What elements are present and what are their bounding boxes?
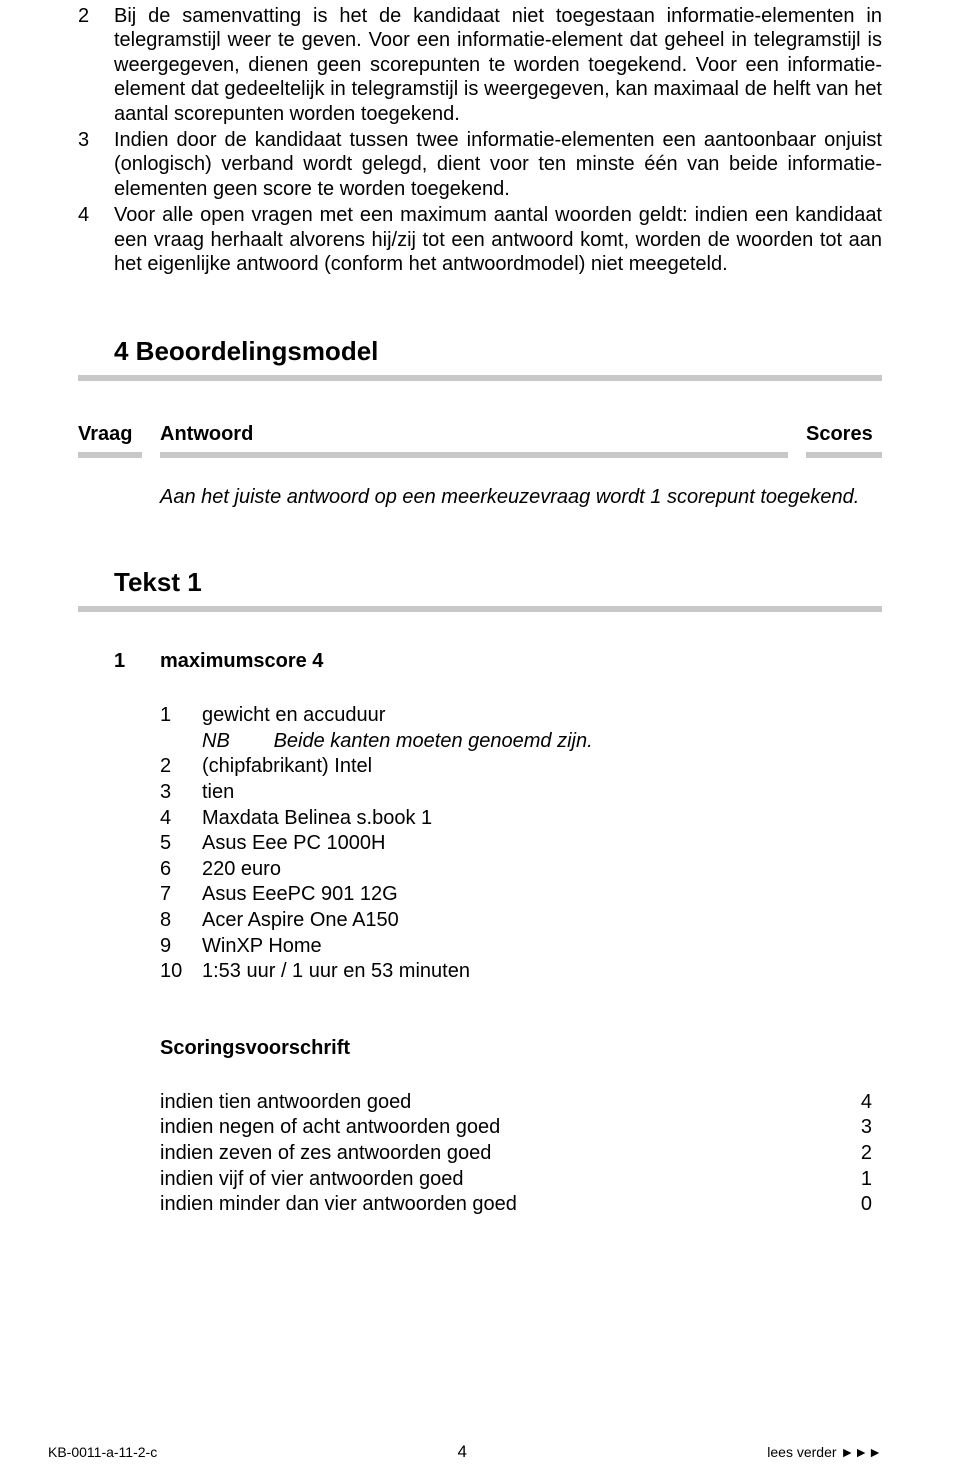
answer-row: 1 gewicht en accuduur <box>160 703 882 729</box>
scoring-score: 4 <box>861 1090 872 1116</box>
footer-code: KB-0011-a-11-2-c <box>48 1444 157 1460</box>
answer-num: 6 <box>160 857 202 883</box>
scoring-list: indien tien antwoorden goed 4 indien neg… <box>160 1090 882 1218</box>
answer-num: 9 <box>160 934 202 960</box>
rule-number: 3 <box>78 128 114 201</box>
answer-text: Asus EeePC 901 12G <box>202 882 398 908</box>
rule-item: 3 Indien door de kandidaat tussen twee i… <box>78 128 882 201</box>
answer-num: 3 <box>160 780 202 806</box>
answer-text: (chipfabrikant) Intel <box>202 754 372 780</box>
answer-text: 220 euro <box>202 857 281 883</box>
vraag-antwoord-scores-header: Vraag Antwoord Scores <box>78 423 882 458</box>
scoring-row: indien zeven of zes antwoorden goed 2 <box>160 1141 882 1167</box>
answer-row: 5 Asus Eee PC 1000H <box>160 831 882 857</box>
scoring-text: indien zeven of zes antwoorden goed <box>160 1141 491 1167</box>
answer-row: 3 tien <box>160 780 882 806</box>
section-4-heading: 4 Beoordelingsmodel <box>78 336 882 367</box>
question-number: 1 <box>114 650 160 673</box>
answer-num: 8 <box>160 908 202 934</box>
answer-row: 9 WinXP Home <box>160 934 882 960</box>
mc-note: Aan het juiste antwoord op een meerkeuze… <box>160 486 882 509</box>
answer-text: gewicht en accuduur <box>202 703 385 729</box>
rules-list: 2 Bij de samenvatting is het de kandidaa… <box>78 0 882 276</box>
answer-text: Acer Aspire One A150 <box>202 908 399 934</box>
footer-next: lees verder ►►► <box>767 1444 882 1460</box>
question-header: 1 maximumscore 4 <box>114 650 882 673</box>
scoring-heading: Scoringsvoorschrift <box>160 1037 882 1060</box>
answer-num: 1 <box>160 703 202 729</box>
tekst1-heading: Tekst 1 <box>114 567 882 598</box>
rule-number: 4 <box>78 203 114 276</box>
answer-num: 10 <box>160 959 202 985</box>
page-footer: KB-0011-a-11-2-c 4 lees verder ►►► <box>48 1442 882 1462</box>
rule-text: Indien door de kandidaat tussen twee inf… <box>114 128 882 201</box>
rule-item: 4 Voor alle open vragen met een maximum … <box>78 203 882 276</box>
answer-text: tien <box>202 780 234 806</box>
answer-text: Maxdata Belinea s.book 1 <box>202 806 432 832</box>
nb-text: Beide kanten moeten genoemd zijn. <box>274 730 593 752</box>
scoring-row: indien tien antwoorden goed 4 <box>160 1090 882 1116</box>
col-scores: Scores <box>806 423 882 458</box>
answer-row: 4 Maxdata Belinea s.book 1 <box>160 806 882 832</box>
scoring-row: indien vijf of vier antwoorden goed 1 <box>160 1167 882 1193</box>
answer-num: 7 <box>160 882 202 908</box>
scoring-row: indien minder dan vier antwoorden goed 0 <box>160 1192 882 1218</box>
scoring-text: indien vijf of vier antwoorden goed <box>160 1167 464 1193</box>
scoring-score: 3 <box>861 1115 872 1141</box>
scoring-row: indien negen of acht antwoorden goed 3 <box>160 1115 882 1141</box>
rule-item: 2 Bij de samenvatting is het de kandidaa… <box>78 4 882 126</box>
scoring-text: indien tien antwoorden goed <box>160 1090 411 1116</box>
answer-row: 8 Acer Aspire One A150 <box>160 908 882 934</box>
rule-text: Bij de samenvatting is het de kandidaat … <box>114 4 882 126</box>
answer-row: 7 Asus EeePC 901 12G <box>160 882 882 908</box>
answer-num: 5 <box>160 831 202 857</box>
answer-row: 10 1:53 uur / 1 uur en 53 minuten <box>160 959 882 985</box>
rule-text: Voor alle open vragen met een maximum aa… <box>114 203 882 276</box>
answer-text: 1:53 uur / 1 uur en 53 minuten <box>202 959 470 985</box>
page: 2 Bij de samenvatting is het de kandidaa… <box>0 0 960 1474</box>
section-divider <box>78 375 882 381</box>
scoring-score: 0 <box>861 1192 872 1218</box>
answer-text: WinXP Home <box>202 934 322 960</box>
col-antwoord: Antwoord <box>160 423 788 458</box>
footer-page-number: 4 <box>458 1442 467 1462</box>
section-divider <box>78 606 882 612</box>
rule-number: 2 <box>78 4 114 126</box>
question-label: maximumscore 4 <box>160 650 323 673</box>
answer-num: 4 <box>160 806 202 832</box>
answer-text: Asus Eee PC 1000H <box>202 831 385 857</box>
scoring-text: indien minder dan vier antwoorden goed <box>160 1192 517 1218</box>
answer-row: 6 220 euro <box>160 857 882 883</box>
answer-list: 1 gewicht en accuduur NB Beide kanten mo… <box>160 703 882 985</box>
answer-nb: NB Beide kanten moeten genoemd zijn. <box>202 729 882 755</box>
scoring-score: 1 <box>861 1167 872 1193</box>
scoring-text: indien negen of acht antwoorden goed <box>160 1115 500 1141</box>
nb-label: NB <box>202 729 268 755</box>
scoring-score: 2 <box>861 1141 872 1167</box>
answer-row: 2 (chipfabrikant) Intel <box>160 754 882 780</box>
answer-num: 2 <box>160 754 202 780</box>
col-vraag: Vraag <box>78 423 142 458</box>
